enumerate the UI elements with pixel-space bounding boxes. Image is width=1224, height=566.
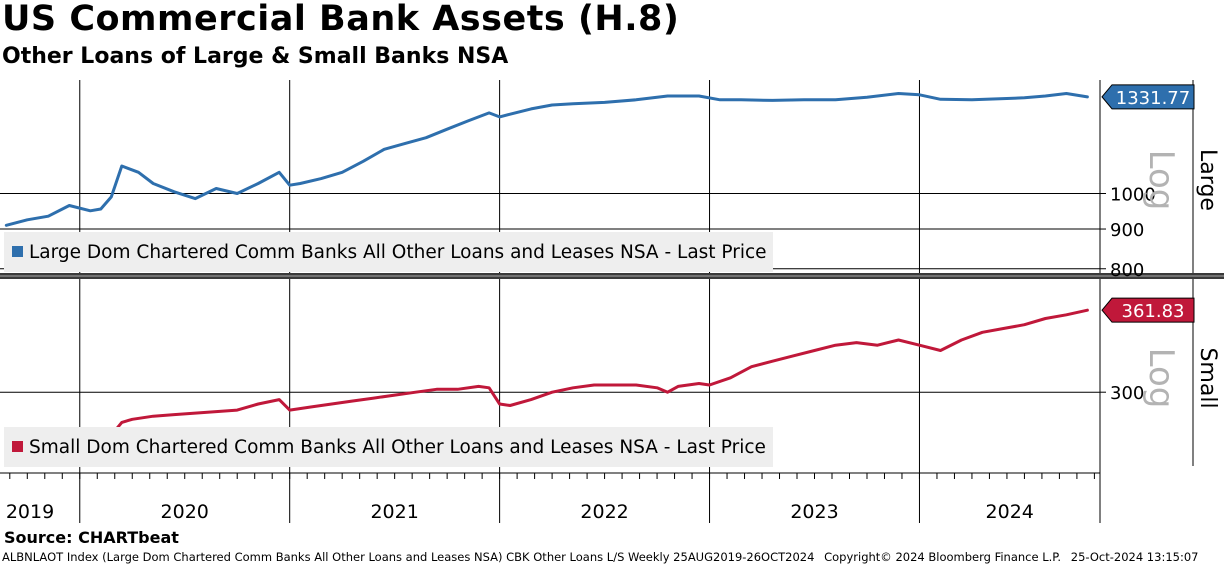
bottom-legend-label: Small Dom Chartered Comm Banks All Other… — [29, 437, 766, 458]
bottom-side-label: Small — [1195, 347, 1220, 408]
top-scale-label: Log — [1141, 150, 1181, 211]
x-tick-label: 2021 — [370, 501, 418, 523]
footer-ticker-info: ALBNLAOT Index (Large Dom Chartered Comm… — [2, 550, 815, 564]
top-legend-label: Large Dom Chartered Comm Banks All Other… — [29, 242, 767, 263]
x-tick-label: 2019 — [6, 501, 54, 523]
y-tick-label: 800 — [1110, 260, 1144, 281]
bottom-last-value-flag — [1101, 297, 1195, 323]
chart-subtitle: Other Loans of Large & Small Banks NSA — [2, 44, 509, 69]
x-tick-label: 2024 — [986, 501, 1034, 523]
x-tick-label: 2022 — [580, 501, 628, 523]
y-tick-label: 900 — [1110, 220, 1144, 241]
top-last-value-label: 1331.77 — [1116, 88, 1190, 109]
bottom-scale-label: Log — [1141, 348, 1181, 409]
y-tick-label: 1000 — [1110, 184, 1156, 205]
x-tick-label: 2020 — [161, 501, 209, 523]
chart-title: US Commercial Bank Assets (H.8) — [2, 0, 680, 39]
footer-copyright: Copyright© 2024 Bloomberg Finance L.P. — [824, 550, 1062, 564]
bottom-legend-box — [4, 427, 773, 467]
top-last-value-flag — [1101, 84, 1195, 110]
top-series-line — [4, 92, 1089, 227]
bottom-legend-swatch — [12, 441, 23, 452]
top-legend-box — [4, 232, 773, 272]
x-tick-label: 2023 — [790, 501, 838, 523]
chart-area: 2019 2020 2021 2022 2023 2024 800 900 1000 1331.7… — [0, 80, 1224, 523]
footer: ALBNLAOT Index (Large Dom Chartered Comm… — [2, 550, 1204, 564]
top-side-label: Large — [1195, 149, 1220, 211]
footer-timestamp: 25-Oct-2024 13:15:07 — [1070, 550, 1199, 564]
source-label: Source: CHARTbeat — [4, 528, 179, 547]
y-tick-label: 300 — [1110, 383, 1144, 404]
bottom-last-value-label: 361.83 — [1122, 301, 1185, 322]
top-legend-swatch — [12, 246, 23, 257]
bottom-series-line — [4, 308, 1089, 457]
